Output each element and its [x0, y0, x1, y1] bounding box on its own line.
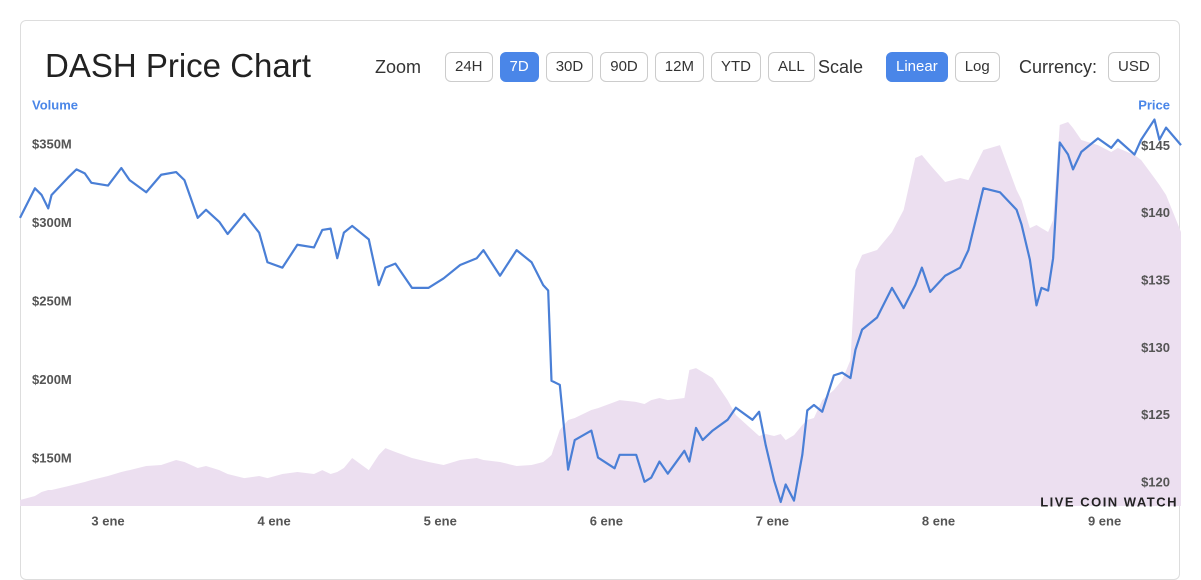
- volume-area: [20, 122, 1181, 507]
- y-tick-label: $300M: [32, 215, 72, 230]
- x-tick-label: 4 ene: [257, 513, 290, 528]
- currency-group: USD: [1108, 52, 1160, 82]
- y-tick-label: $350M: [32, 137, 72, 152]
- x-tick-label: 3 ene: [91, 513, 124, 528]
- zoom-button[interactable]: 7D: [499, 52, 539, 82]
- page: DASH Price Chart Zoom 24H 7D 30D 90D 12M YTD A…: [19, 20, 1182, 580]
- y2-tick-label: $145: [1141, 138, 1170, 153]
- x-tick-label: 6 ene: [590, 513, 623, 528]
- x-tick-label: 8 ene: [922, 513, 955, 528]
- y-tick-label: $250M: [32, 293, 72, 308]
- scale-button[interactable]: Log: [954, 52, 1000, 82]
- y-axis-title: Volume: [32, 97, 78, 112]
- chart-title: DASH Price Chart: [45, 47, 311, 84]
- watermark: LIVE COIN WATCH: [1040, 494, 1178, 509]
- scale-label: Scale: [818, 57, 864, 77]
- zoom-button[interactable]: YTD: [710, 52, 761, 82]
- zoom-button[interactable]: 12M: [654, 52, 704, 82]
- x-tick-label: 5 ene: [424, 513, 457, 528]
- plot-area: [19, 118, 1182, 507]
- y2-axis-title: Price: [1138, 97, 1170, 112]
- x-tick-label: 9 ene: [1088, 513, 1121, 528]
- labels: $150M $200M $250M $300M $350M $120 $125 $130 $13…: [32, 137, 1178, 529]
- scale-group: Linear Log: [886, 52, 1000, 82]
- scale-button[interactable]: Linear: [886, 52, 948, 82]
- zoom-button[interactable]: 90D: [600, 52, 648, 82]
- y-tick-label: $200M: [32, 372, 72, 387]
- zoom-button[interactable]: 24H: [445, 52, 493, 82]
- price-line: [19, 118, 1182, 504]
- y-tick-label: $150M: [32, 450, 72, 465]
- y2-tick-label: $125: [1141, 407, 1170, 422]
- y2-tick-label: $140: [1141, 205, 1170, 220]
- zoom-group: 24H 7D 30D 90D 12M YTD ALL: [445, 52, 815, 82]
- zoom-button[interactable]: ALL: [767, 52, 815, 82]
- x-tick-label: 7 ene: [756, 513, 789, 528]
- currency-label: Currency:: [1019, 57, 1098, 77]
- chart: Volume Price $150M$200M$250M$300M$350M$1…: [19, 97, 1182, 529]
- currency-button[interactable]: USD: [1108, 52, 1160, 82]
- y2-tick-label: $120: [1141, 475, 1170, 490]
- zoom-label: Zoom: [375, 57, 422, 77]
- y2-tick-label: $130: [1141, 340, 1170, 355]
- y2-tick-label: $135: [1141, 273, 1170, 288]
- zoom-button[interactable]: 30D: [545, 52, 594, 82]
